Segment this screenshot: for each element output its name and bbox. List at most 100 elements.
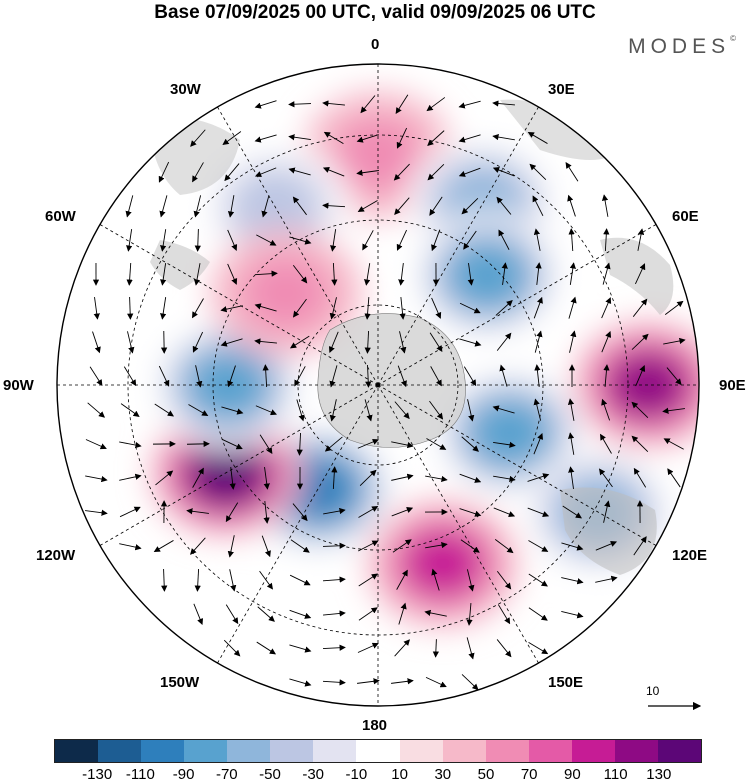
wind-vector	[158, 365, 170, 387]
wind-vector	[528, 607, 548, 621]
wind-vector	[87, 402, 106, 418]
wind-vector	[119, 473, 142, 481]
colorbar-tick-label: -50	[259, 766, 281, 783]
wind-vector	[603, 228, 610, 252]
wind-vector	[358, 506, 379, 518]
wind-vector	[292, 298, 307, 318]
copyright-icon: ©	[730, 34, 736, 43]
wind-vector	[527, 131, 548, 144]
wind-vector	[569, 262, 576, 285]
wind-vector	[394, 401, 410, 420]
anomaly-contour	[612, 354, 684, 416]
wind-vector	[498, 229, 510, 250]
wind-vector	[294, 366, 306, 387]
wind-vector	[85, 475, 108, 483]
lon-label-120w: 120W	[36, 547, 76, 564]
wind-vector	[495, 299, 513, 316]
wind-vector	[364, 399, 373, 422]
wind-vector	[600, 433, 612, 454]
wind-vector	[227, 535, 235, 558]
wind-vector	[357, 438, 379, 449]
wind-vector	[392, 539, 412, 553]
wind-vector	[322, 202, 346, 209]
wind-vector	[195, 365, 203, 388]
colorbar-cell	[657, 740, 701, 762]
wind-vector	[533, 228, 541, 251]
wind-vector	[425, 676, 447, 688]
wind-vector	[193, 263, 201, 286]
wind-vector	[459, 508, 482, 517]
wind-vector	[322, 100, 345, 107]
wind-vector	[397, 365, 407, 388]
wind-vector	[126, 229, 133, 252]
wind-vector	[296, 399, 305, 422]
wind-vector	[534, 330, 543, 353]
wind-vector	[288, 167, 311, 176]
brand-logo: MODES©	[628, 34, 736, 59]
wind-vector	[331, 466, 338, 490]
wind-vector	[393, 163, 410, 181]
wind-vector	[194, 228, 201, 252]
wind-vector	[225, 604, 239, 625]
wind-vector	[598, 468, 613, 488]
wind-vector	[160, 229, 167, 252]
wind-vector	[289, 574, 311, 586]
map-border	[56, 63, 700, 707]
lon-label-0: 0	[371, 36, 380, 53]
colorbar-tick-label: 30	[434, 766, 452, 783]
wind-vector	[254, 134, 277, 143]
wind-vector	[492, 405, 515, 414]
anomaly-contour	[471, 400, 548, 465]
colorbar-tick-label: -130	[82, 766, 113, 783]
wind-vector	[328, 331, 339, 353]
wind-vector	[190, 129, 206, 147]
wind-vector	[602, 262, 611, 285]
wind-vector	[364, 296, 371, 320]
colorbar-cell	[55, 740, 99, 762]
wind-vector	[254, 100, 277, 109]
lon-label-150e: 150E	[548, 674, 584, 691]
colorbar-cell	[614, 740, 658, 762]
lon-label-60w: 60W	[45, 208, 76, 225]
wind-vector	[565, 161, 579, 182]
reference-vector-label: 10	[646, 684, 660, 698]
wind-vector	[493, 475, 516, 483]
colorbar-cell	[141, 740, 185, 762]
wind-vector	[534, 364, 541, 387]
wind-vector	[533, 432, 544, 455]
wind-vector	[227, 195, 235, 218]
colorbar-tick-label: 110	[603, 766, 628, 783]
wind-vector	[461, 674, 479, 691]
wind-vector	[222, 131, 242, 146]
wind-vector	[227, 229, 238, 251]
colorbar-cell	[270, 740, 314, 762]
wind-vector	[323, 131, 344, 145]
wind-vector	[631, 401, 649, 419]
anomaly-contour	[242, 255, 331, 331]
wind-vector	[467, 263, 474, 286]
wind-vector	[119, 441, 142, 449]
map-disc	[57, 64, 699, 706]
wind-vector	[159, 195, 168, 218]
wind-vector	[329, 297, 337, 320]
graticule	[57, 64, 699, 706]
colorbar-tick-label: 10	[391, 766, 408, 783]
wind-vector	[431, 229, 441, 252]
wind-vector	[567, 432, 575, 455]
wind-vector	[562, 505, 583, 519]
wind-vector	[254, 303, 277, 312]
wind-vector	[396, 127, 408, 149]
wind-vector	[432, 639, 439, 658]
wind-vector	[396, 569, 408, 590]
wind-vector	[254, 338, 277, 345]
wind-vector	[259, 434, 273, 455]
wind-vector	[528, 641, 549, 655]
brand-name: MODES	[628, 35, 731, 58]
wind-vector	[356, 169, 379, 176]
wind-vector	[527, 507, 550, 517]
wind-vector	[460, 539, 480, 553]
colorbar-tick-label: -10	[345, 766, 368, 783]
wind-vector	[664, 300, 684, 315]
wind-vector	[463, 230, 477, 250]
wind-vector	[637, 228, 645, 251]
